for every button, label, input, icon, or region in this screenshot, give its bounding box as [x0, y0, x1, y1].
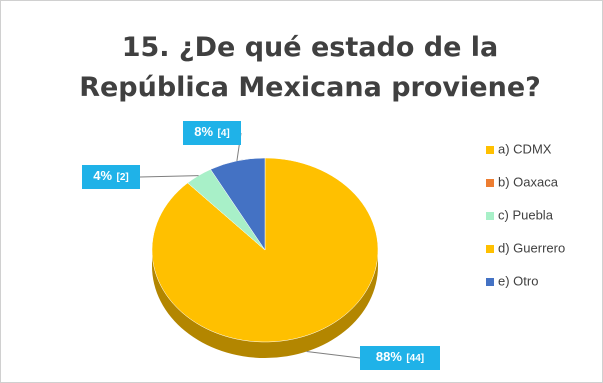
data-label-count: [44] [406, 353, 424, 364]
data-label-value: 4% [93, 168, 112, 183]
legend-label: c) Puebla [498, 207, 554, 222]
data-label: 88% [44] [376, 349, 424, 366]
data-label-box [360, 346, 440, 370]
data-label-count: [4] [218, 128, 230, 139]
chart-title: 15. ¿De qué estado de la República Mexic… [79, 32, 541, 103]
legend-swatch [486, 278, 494, 286]
pie-side [152, 250, 378, 358]
legend-label: a) CDMX [498, 141, 552, 156]
legend-swatch [486, 245, 494, 253]
legend-swatch [486, 212, 494, 220]
legend-swatch [486, 146, 494, 154]
legend-swatch [486, 179, 494, 187]
data-label-value: 8% [194, 124, 213, 139]
data-label: 8% [4] [194, 124, 229, 141]
data-label-value: 88% [376, 349, 402, 364]
data-label-box [183, 121, 241, 145]
leader-line [139, 175, 199, 178]
pie-slice [210, 157, 266, 251]
data-label: 4% [2] [93, 168, 128, 185]
legend-label: b) Oaxaca [498, 174, 559, 189]
leader-line [306, 351, 361, 359]
data-label-count: [2] [117, 172, 129, 183]
legend-label: d) Guerrero [498, 240, 565, 255]
legend-label: e) Otro [498, 273, 538, 288]
data-label-box [82, 165, 140, 189]
